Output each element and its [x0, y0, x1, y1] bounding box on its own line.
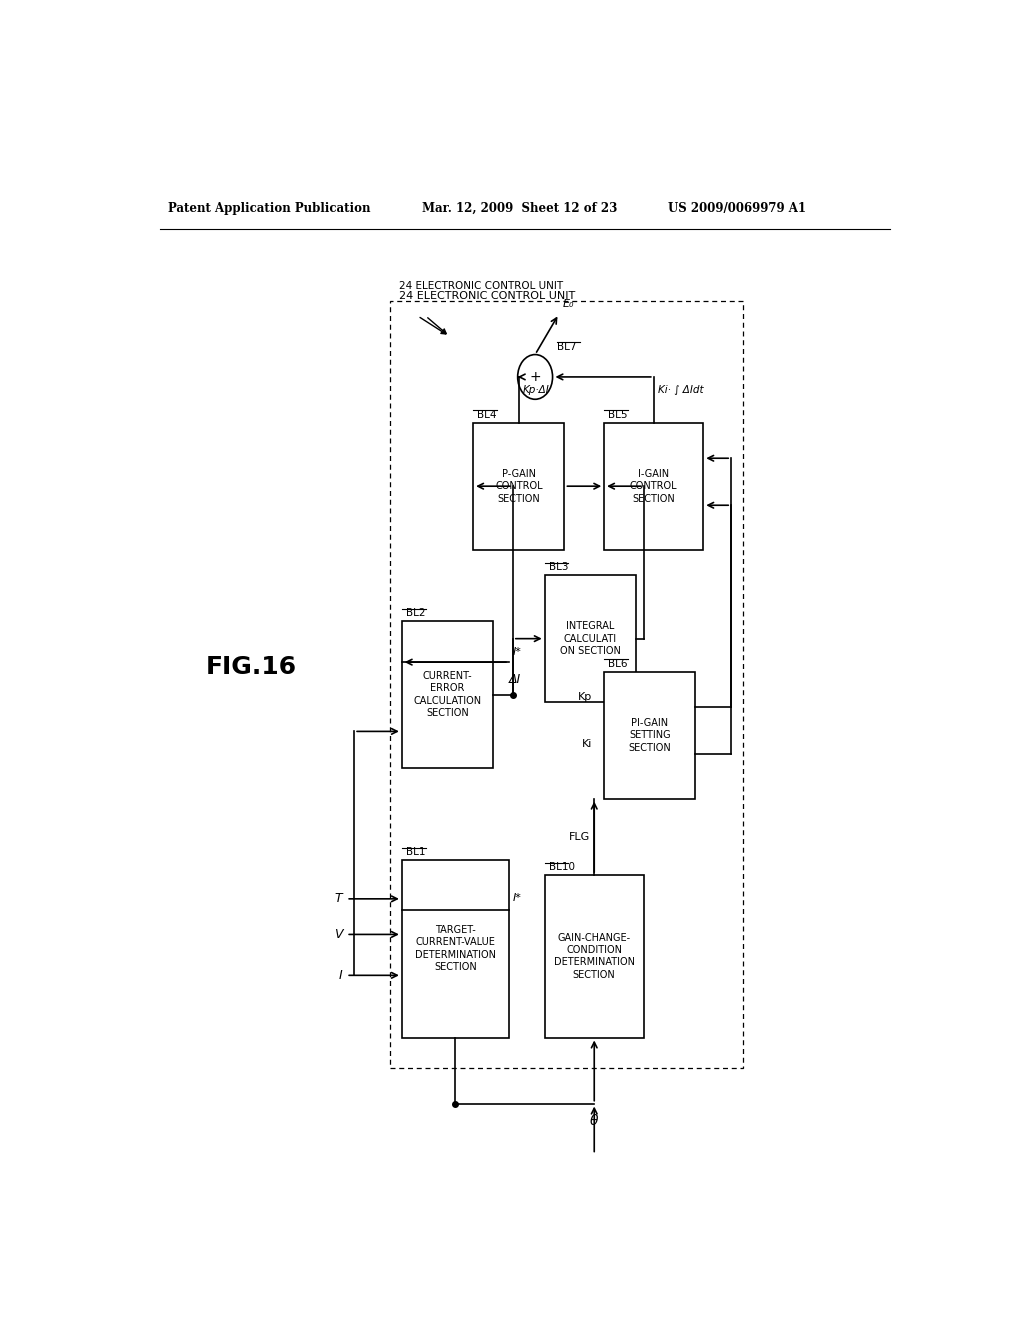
- Text: BL5: BL5: [608, 409, 628, 420]
- Text: E₀: E₀: [563, 298, 574, 309]
- Text: Kp: Kp: [578, 692, 592, 702]
- Text: PI-GAIN
SETTING
SECTION: PI-GAIN SETTING SECTION: [629, 718, 671, 752]
- Bar: [604, 422, 703, 549]
- Text: BL3: BL3: [549, 562, 568, 572]
- Text: θ: θ: [590, 1114, 598, 1127]
- Text: 24 ELECTRONIC CONTROL UNIT: 24 ELECTRONIC CONTROL UNIT: [399, 281, 563, 290]
- Text: US 2009/0069979 A1: US 2009/0069979 A1: [668, 202, 806, 215]
- Bar: [390, 301, 743, 1068]
- Text: BL2: BL2: [406, 607, 425, 618]
- Bar: [545, 875, 644, 1038]
- Text: BL4: BL4: [477, 409, 497, 420]
- Text: GAIN-CHANGE-
CONDITION
DETERMINATION
SECTION: GAIN-CHANGE- CONDITION DETERMINATION SEC…: [554, 933, 635, 979]
- Bar: [604, 672, 695, 799]
- Text: Mar. 12, 2009  Sheet 12 of 23: Mar. 12, 2009 Sheet 12 of 23: [422, 202, 617, 215]
- Text: P-GAIN
CONTROL
SECTION: P-GAIN CONTROL SECTION: [495, 469, 543, 504]
- Text: FLG: FLG: [569, 832, 590, 842]
- Text: V: V: [334, 928, 342, 941]
- Text: BL10: BL10: [549, 862, 574, 873]
- Text: INTEGRAL
CALCULATI
ON SECTION: INTEGRAL CALCULATI ON SECTION: [560, 622, 621, 656]
- Text: TARGET-
CURRENT-VALUE
DETERMINATION
SECTION: TARGET- CURRENT-VALUE DETERMINATION SECT…: [415, 925, 496, 973]
- Text: Ki: Ki: [582, 739, 592, 750]
- Bar: [401, 620, 494, 768]
- Text: Ki· ∫ ΔIdt: Ki· ∫ ΔIdt: [657, 384, 703, 395]
- Text: ΔI: ΔI: [509, 673, 521, 686]
- Bar: [545, 576, 636, 702]
- Text: I: I: [339, 969, 342, 982]
- Text: FIG.16: FIG.16: [206, 655, 297, 678]
- Text: BL7: BL7: [557, 342, 577, 351]
- Bar: [473, 422, 564, 549]
- Text: I-GAIN
CONTROL
SECTION: I-GAIN CONTROL SECTION: [630, 469, 678, 504]
- Text: CURRENT-
ERROR
CALCULATION
SECTION: CURRENT- ERROR CALCULATION SECTION: [414, 671, 481, 718]
- Text: I*: I*: [513, 647, 522, 657]
- Text: Kp·ΔI: Kp·ΔI: [523, 384, 550, 395]
- Bar: [401, 859, 509, 1038]
- Text: I*: I*: [513, 894, 522, 903]
- Text: 24 ELECTRONIC CONTROL UNIT: 24 ELECTRONIC CONTROL UNIT: [399, 290, 575, 301]
- Text: Patent Application Publication: Patent Application Publication: [168, 202, 371, 215]
- Text: BL1: BL1: [406, 846, 425, 857]
- Text: +: +: [529, 370, 541, 384]
- Text: BL6: BL6: [608, 659, 628, 669]
- Text: T: T: [335, 892, 342, 906]
